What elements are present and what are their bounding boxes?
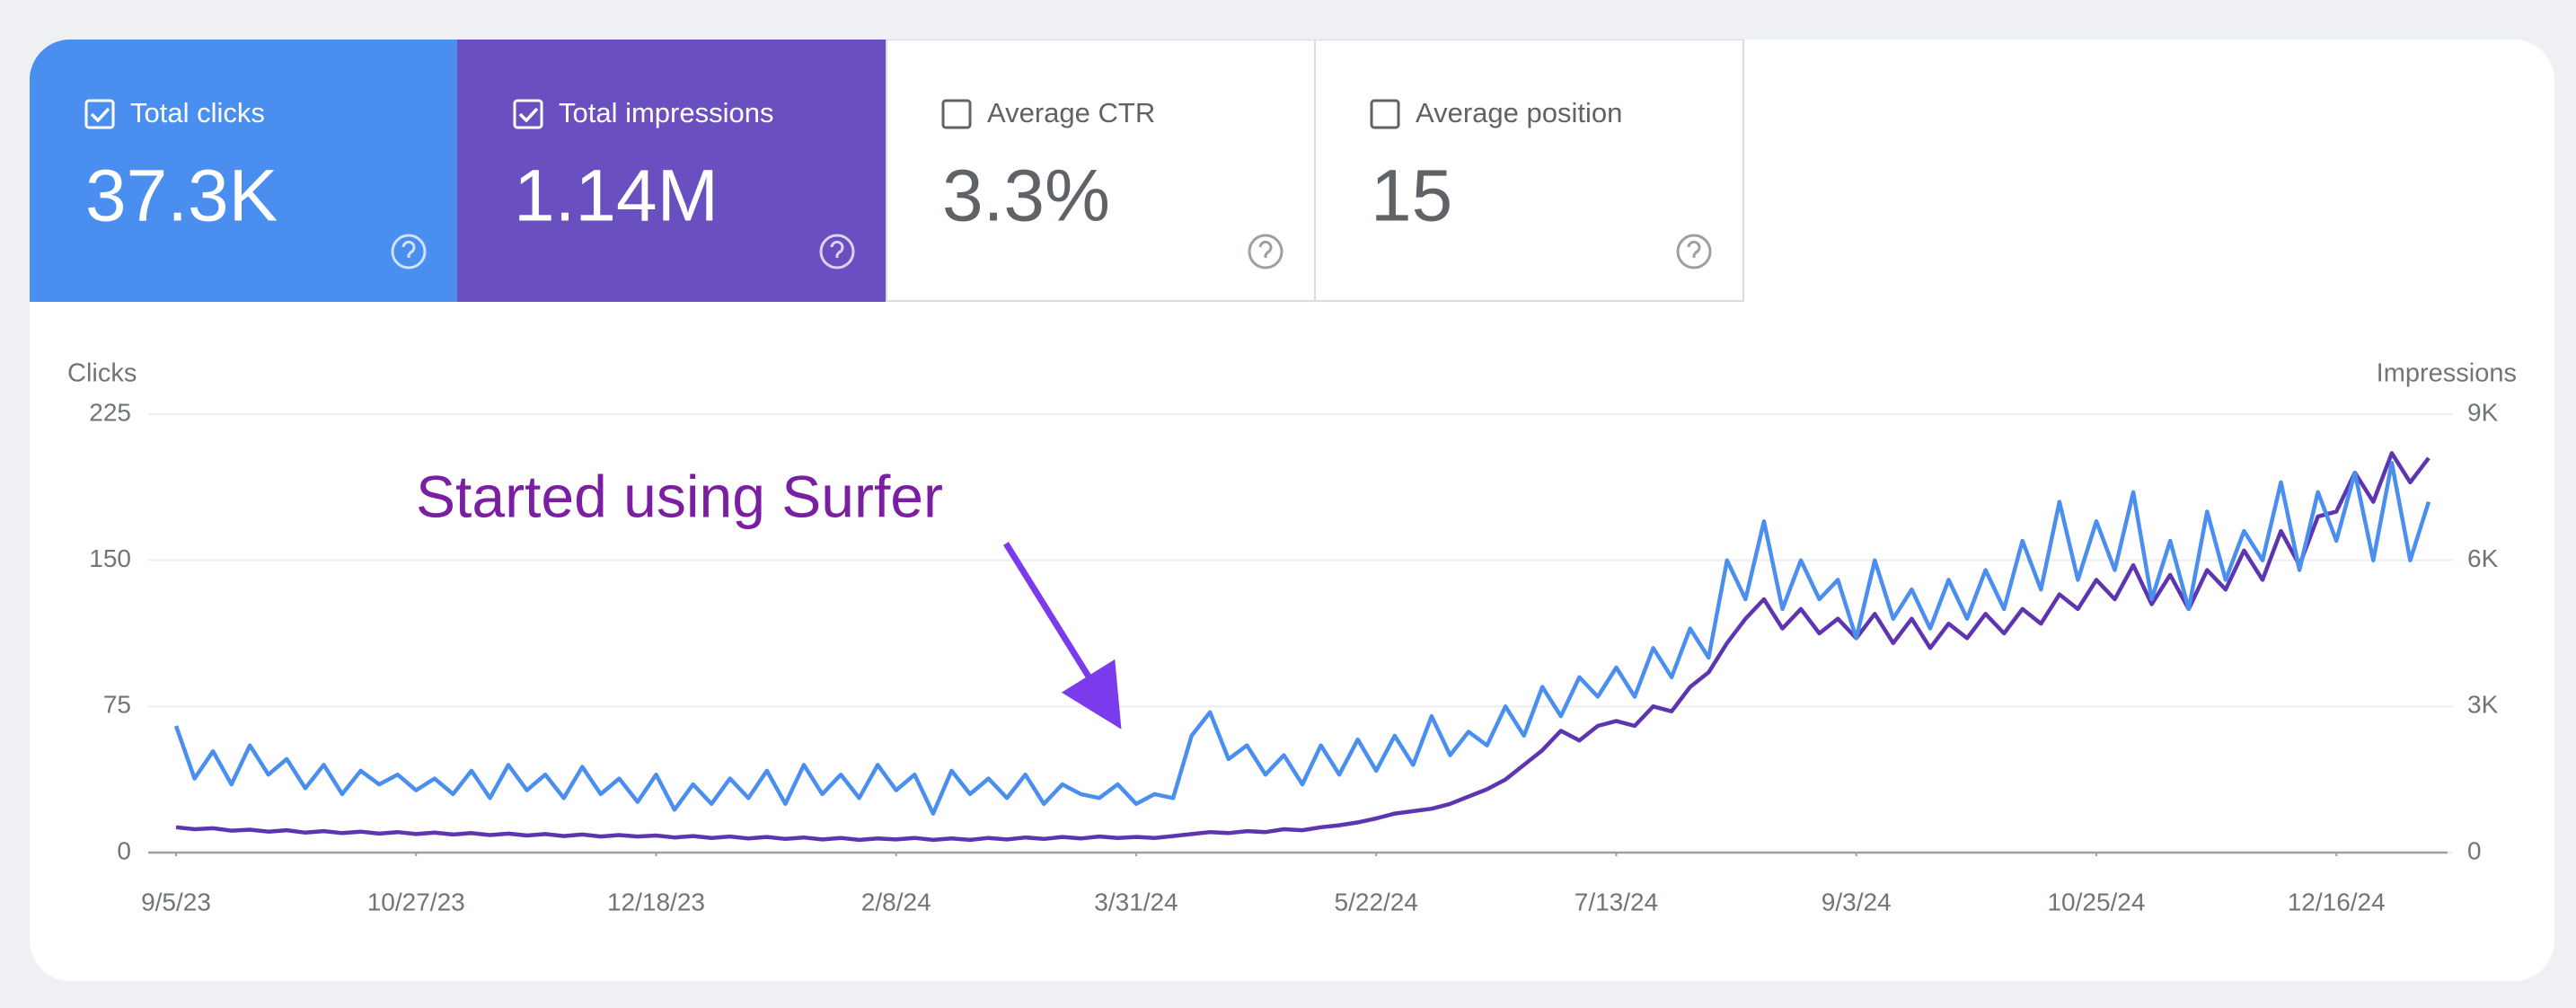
metric-value: 1.14M [514,155,719,237]
x-tick-label: 2/8/24 [861,888,931,915]
y-tick-label: 0 [117,836,131,864]
x-tick-label: 5/22/24 [1335,888,1418,915]
metric-label: Total clicks [130,97,265,128]
help-icon[interactable] [1248,234,1284,270]
annotation-arrow [1003,542,1122,729]
x-tick-label: 10/27/23 [367,888,465,915]
checkmark [518,107,539,123]
x-tick-label: 3/31/24 [1094,888,1178,915]
metric-value: 15 [1371,155,1452,237]
x-tick-label: 9/5/23 [141,888,211,915]
x-tick-label: 10/25/24 [2047,888,2145,915]
metric-label: Total impressions [559,97,773,128]
series-line [173,460,2431,816]
metric-tiles: Total clicks 37.3K Total impressions 1.14M A… [30,40,1744,302]
y-axis-title: Clicks [67,359,137,388]
y2-tick-label: 6K [2467,544,2499,572]
help-glyph [1258,240,1273,258]
help-icon[interactable] [391,234,427,270]
tile-background [886,40,1316,302]
metric-value: 37.3K [85,155,278,237]
y-tick-label: 75 [103,691,131,719]
checkbox[interactable] [941,99,972,129]
help-glyph [830,240,844,258]
metric-value: 3.3% [942,155,1110,237]
metric-tile[interactable]: Total impressions 1.14M [457,40,887,302]
series-line [175,451,2430,843]
metric-label: Average position [1416,97,1622,128]
x-tick-label: 12/18/23 [607,888,705,915]
y2-tick-label: 3K [2467,691,2499,719]
help-icon[interactable] [1676,234,1712,270]
checkbox[interactable] [84,99,115,129]
y-tick-label: 150 [89,544,131,572]
y2-tick-label: 9K [2467,398,2499,426]
metric-tile[interactable]: Average position 15 [1314,40,1744,302]
checkmark [90,107,110,123]
y2-tick-label: 0 [2467,836,2482,864]
x-tick-label: 9/3/24 [1822,888,1892,915]
metric-tile[interactable]: Average CTR 3.3% [886,40,1316,302]
metric-label: Average CTR [987,97,1155,128]
y2-axis-title: Impressions [2377,359,2517,388]
metric-tile[interactable]: Total clicks 37.3K [30,40,459,302]
tile-background [1314,40,1744,302]
x-tick-label: 7/13/24 [1575,888,1658,915]
tile-background [457,40,887,302]
tile-background [30,40,459,302]
checkbox[interactable] [1370,99,1400,129]
x-tick-label: 12/16/24 [2288,888,2386,915]
annotation: Started using Surfer [416,463,943,529]
help-glyph [1687,240,1701,258]
y-tick-label: 225 [89,398,131,426]
checkbox[interactable] [513,99,543,129]
help-icon[interactable] [819,234,855,270]
help-glyph [401,240,416,258]
plot: 0 75 150 225 0 3K 6K 9K 9/5/23 10/27/23 12/18/23 2/… [89,398,2498,915]
